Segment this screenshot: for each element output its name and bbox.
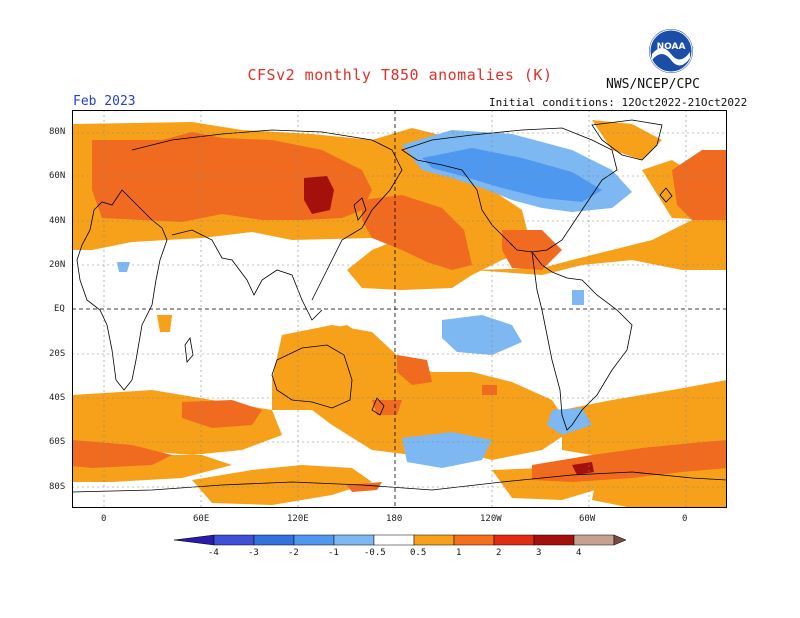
colorbar-tick: 0.5	[410, 548, 427, 558]
anomaly-blue	[422, 148, 602, 202]
graticule	[72, 110, 727, 508]
lat-label-40n: 40N	[49, 216, 66, 226]
lat-label-20n: 20N	[49, 260, 66, 270]
lat-label-eq: EQ	[54, 304, 65, 314]
anomaly-map	[72, 110, 727, 508]
lon-label-0: 0	[101, 514, 107, 524]
lon-label-0-right: 0	[682, 514, 688, 524]
reference-lines	[72, 110, 727, 508]
colorbar-tick: -3	[248, 548, 259, 558]
colorbar-tick: 1	[456, 548, 462, 558]
lon-label-180: 180	[386, 514, 403, 524]
lon-label-120e: 120E	[287, 514, 309, 524]
lon-label-60w: 60W	[579, 514, 596, 524]
lon-label-60e: 60E	[193, 514, 210, 524]
lat-label-20s: 20S	[49, 349, 66, 359]
colorbar-tick: -0.5	[364, 548, 386, 558]
noaa-logo-icon: NOAA	[649, 29, 693, 73]
coastlines	[72, 119, 727, 493]
lat-label-40s: 40S	[49, 393, 66, 403]
colorbar	[173, 534, 627, 546]
forecast-month: Feb 2023	[73, 94, 136, 109]
colorbar-tick: 2	[496, 548, 502, 558]
logo-text: NOAA	[657, 42, 686, 52]
map-title: CFSv2 monthly T850 anomalies (K)	[247, 66, 553, 84]
lat-label-80n: 80N	[49, 127, 66, 137]
lat-label-80s: 80S	[49, 482, 66, 492]
colorbar-tick: -2	[288, 548, 299, 558]
colorbar-tick: -4	[208, 548, 219, 558]
org-label: NWS/NCEP/CPC	[606, 77, 700, 92]
colorbar-tick: 4	[576, 548, 582, 558]
lat-label-60n: 60N	[49, 171, 66, 181]
lat-label-60s: 60S	[49, 437, 66, 447]
init-conditions: Initial conditions: 12Oct2022-21Oct2022	[489, 96, 748, 109]
colorbar-tick: -1	[328, 548, 339, 558]
colorbar-tick: 3	[536, 548, 542, 558]
lon-label-120w: 120W	[480, 514, 502, 524]
anomaly-dark-red	[304, 176, 594, 475]
